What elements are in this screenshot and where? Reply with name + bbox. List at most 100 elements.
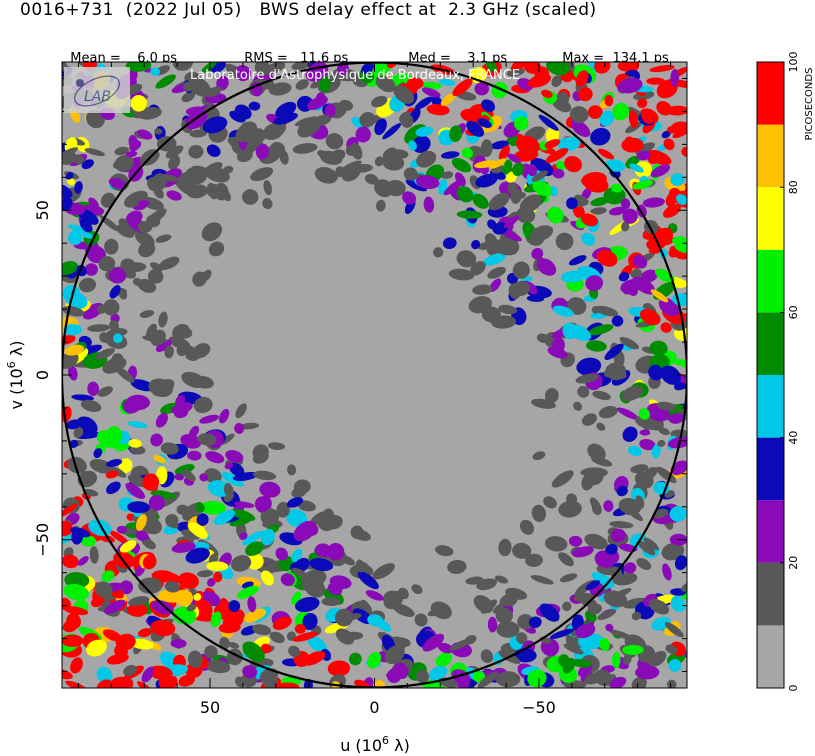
heatmap-cell [221,472,244,487]
heatmap-cell [204,645,218,659]
heatmap-cell [568,535,583,547]
heatmap-cell [225,450,244,463]
heatmap-cell [603,590,628,608]
heatmap-cell [638,408,651,420]
heatmap-cell [526,164,538,177]
heatmap-cell [119,580,134,595]
axis-ticks: 50 0 −50 50 0 −50 [33,62,687,717]
heatmap-cell [335,608,354,627]
heatmap-cell [512,542,532,559]
heatmap-cell [663,138,675,151]
heatmap-cell [197,570,214,578]
heatmap-cell [201,62,217,74]
heatmap-cell [242,530,265,546]
heatmap-cell [632,179,653,190]
heatmap-cell [416,669,430,684]
heatmap-cell [584,533,608,550]
heatmap-cell [385,179,406,197]
heatmap-cell [661,542,685,561]
heatmap-cell [239,532,248,540]
heatmap-cell [681,582,687,592]
heatmap-cell [276,501,290,518]
heatmap-cell [73,154,85,165]
heatmap-cell [622,208,638,224]
heatmap-cell [649,65,675,73]
heatmap-cell [67,224,90,234]
heatmap-cell [138,577,163,594]
heatmap-cell [127,421,148,429]
heatmap-cell [568,324,591,341]
heatmap-cell [213,571,223,583]
heatmap-cell [180,344,201,360]
heatmap-cell [496,621,520,638]
heatmap-cell [123,664,137,677]
lab-logo: LAB [64,67,130,113]
heatmap-cell [132,277,143,287]
heatmap-cell [193,592,202,601]
heatmap-cell [155,234,172,243]
heatmap-cell [70,657,83,674]
heatmap-cell [412,135,431,154]
heatmap-cell [174,407,189,419]
heatmap-cell [452,78,473,97]
heatmap-cell [106,459,123,467]
heatmap-cell [541,89,553,99]
colorbar-segment [757,187,784,250]
heatmap-cell [617,77,643,94]
heatmap-cell [297,500,316,512]
heatmap-cell [474,82,490,96]
heatmap-cell [164,345,174,359]
heatmap-cell [262,198,273,210]
heatmap-cell [497,246,518,256]
heatmap-cell [660,322,672,333]
heatmap-cell [670,68,679,87]
heatmap-cell [321,597,341,607]
heatmap-cell [447,559,467,574]
heatmap-cell [261,643,272,654]
heatmap-cell [327,582,343,596]
heatmap-cell [609,206,626,216]
heatmap-cell [127,501,151,514]
heatmap-cell [648,598,670,615]
heatmap-cell [130,379,155,392]
heatmap-cell [547,206,564,224]
heatmap-cell [71,528,84,545]
heatmap-cell [102,357,127,374]
heatmap-cell [97,386,113,397]
heatmap-cell [127,69,138,82]
heatmap-cell [558,552,574,567]
heatmap-cell [627,445,642,457]
heatmap-cell [80,399,102,413]
heatmap-cell [487,616,498,633]
heatmap-cell [338,554,356,566]
heatmap-cell [664,622,684,638]
heatmap-cell [62,597,71,611]
colorbar-frame [756,61,785,689]
heatmap-cell [625,506,643,522]
heatmap-cell [505,587,528,600]
heatmap-cell [564,155,582,173]
heatmap-cell [234,65,252,82]
heatmap-cell [517,614,534,630]
heatmap-cell [481,99,496,113]
heatmap-cell [325,133,344,150]
heatmap-cell [596,249,618,267]
heatmap-cell [133,607,144,614]
lab-credit-text: Laboratoire d'Astrophysique de Bordeaux,… [190,68,521,83]
heatmap-cell [674,555,687,571]
heatmap-cell [670,173,685,187]
heatmap-cell [449,125,463,143]
heatmap-cell [449,638,472,651]
heatmap-cell [65,172,74,180]
heatmap-cell [477,671,499,688]
heatmap-cell [199,473,209,482]
heatmap-cell [662,204,681,218]
heatmap-cell [672,127,687,139]
heatmap-cell [581,413,597,426]
heatmap-cell [213,509,235,526]
plot-title: 0016+731 (2022 Jul 05) BWS delay effect … [20,0,597,20]
heatmap-cell [616,485,628,497]
heatmap-cell [629,163,644,173]
heatmap-cell [150,67,161,76]
heatmap-cell [66,456,87,474]
